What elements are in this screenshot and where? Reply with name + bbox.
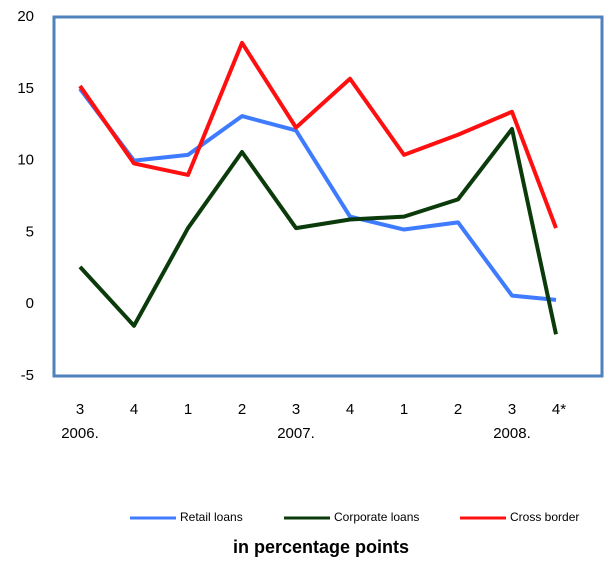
plot-frame [52, 15, 604, 378]
legend-label: Retail loans [180, 510, 243, 524]
x-tick-label: 4 [130, 401, 138, 418]
x-group-label: 2006. [61, 425, 99, 442]
series-line [78, 127, 558, 335]
series-line [78, 40, 558, 229]
x-tick-label: 1 [184, 401, 192, 418]
y-tick-label: -5 [21, 367, 34, 384]
x-tick-label: 4 [346, 401, 354, 418]
y-tick-label: 5 [26, 223, 34, 240]
x-tick-label: 2 [238, 401, 246, 418]
legend-label: Corporate loans [334, 510, 419, 524]
x-tick-label: 3 [292, 401, 300, 418]
y-tick-label: 20 [17, 8, 34, 25]
x-tick-label: 4* [552, 401, 566, 418]
y-tick-label: 10 [17, 152, 34, 169]
x-tick-label: 2 [454, 401, 462, 418]
series-line [78, 87, 557, 302]
legend-label: Cross border [510, 510, 579, 524]
x-group-label: 2008. [493, 425, 531, 442]
x-tick-label: 1 [400, 401, 408, 418]
subtitle: in percentage points [233, 537, 409, 557]
x-tick-label: 3 [76, 401, 84, 418]
x-tick-label: 3 [508, 401, 516, 418]
x-group-label: 2007. [277, 425, 315, 442]
y-tick-label: 0 [26, 295, 34, 312]
y-tick-label: 15 [17, 80, 34, 97]
